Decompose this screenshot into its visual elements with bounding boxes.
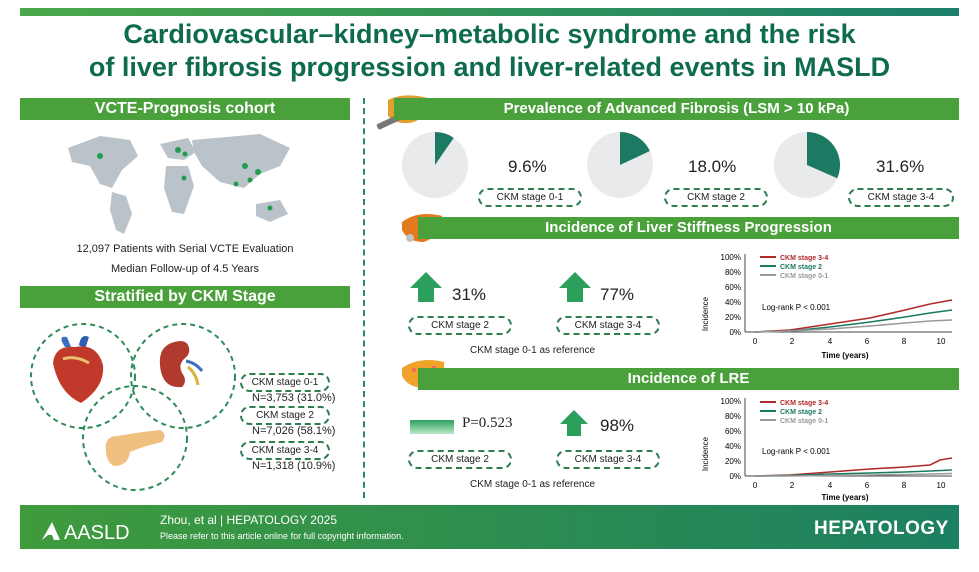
lre-xtick: 8 <box>902 481 907 490</box>
prevalence-value-3-4: 31.6% <box>876 157 925 176</box>
aasld-logo-text: AASLD <box>64 522 130 544</box>
stage-pill-2: CKM stage 2 <box>240 406 330 425</box>
up-arrow-icon <box>410 272 442 302</box>
lsp-ytick: 20% <box>725 313 741 322</box>
kidney-icon <box>159 341 204 388</box>
prevalence-label-3-4: CKM stage 3-4 <box>848 188 954 207</box>
lsp-pct-stage34: 77% <box>600 285 635 304</box>
prevalence-pie-3-4 <box>774 132 840 198</box>
lsp-xlabel: Time (years) <box>822 351 869 360</box>
copyright-note: Please refer to this article online for … <box>160 531 404 541</box>
lre-p-value: P=0.523 <box>462 415 513 431</box>
lsp-header: Incidence of Liver Stiffness Progression <box>418 217 959 239</box>
lsp-legend-34: CKM stage 3-4 <box>780 255 828 262</box>
followup-text: Median Follow-up of 4.5 Years <box>111 263 259 275</box>
lre-xtick: 0 <box>753 481 758 490</box>
lre-ytick: 80% <box>725 412 741 421</box>
lsp-xtick: 10 <box>937 337 946 346</box>
prevalence-label-0-1: CKM stage 0-1 <box>478 188 582 207</box>
lsp-ytick: 80% <box>725 268 741 277</box>
lsp-xtick: 8 <box>902 337 907 346</box>
lsp-reference-text: CKM stage 0-1 as reference <box>470 345 596 356</box>
lre-legend-34: CKM stage 3-4 <box>780 400 828 407</box>
lsp-logrank: Log-rank P < 0.001 <box>762 303 831 312</box>
citation-text: Zhou, et al | HEPATOLOGY 2025 <box>160 513 337 527</box>
patients-text: 12,097 Patients with Serial VCTE Evaluat… <box>76 243 294 255</box>
lsp-xtick: 6 <box>865 337 870 346</box>
cohort-header: VCTE-Prognosis cohort <box>20 98 350 120</box>
lre-legend-01: CKM stage 0-1 <box>780 418 828 425</box>
lre-logrank: Log-rank P < 0.001 <box>762 447 831 456</box>
lsp-ytick: 60% <box>725 283 741 292</box>
footer-bar <box>20 505 959 549</box>
top-accent-bar <box>20 8 959 16</box>
lre-label-stage34: CKM stage 3-4 <box>556 450 660 469</box>
lre-incidence-chart: Incidence 100% 80% 60% 40% 20% 0% 0 2 4 … <box>701 397 953 502</box>
panel-divider <box>363 98 365 498</box>
world-map-icon <box>68 134 290 234</box>
prevalence-wedge <box>435 132 454 165</box>
lsp-curve-01 <box>754 319 953 333</box>
prevalence-wedge <box>620 132 650 165</box>
lre-curve-01 <box>755 472 953 477</box>
lsp-label-stage2: CKM stage 2 <box>408 316 512 335</box>
lre-legend-2: CKM stage 2 <box>780 409 822 416</box>
prevalence-label-2: CKM stage 2 <box>664 188 768 207</box>
lre-ytick: 20% <box>725 457 741 466</box>
prevalence-header: Prevalence of Advanced Fibrosis (LSM > 1… <box>394 98 959 120</box>
lsp-legend-01: CKM stage 0-1 <box>780 273 828 280</box>
lsp-ytick: 0% <box>729 328 741 337</box>
lre-ytick: 100% <box>721 397 741 406</box>
lsp-label-stage34: CKM stage 3-4 <box>556 316 660 335</box>
prevalence-pie-2 <box>587 132 653 198</box>
heart-icon <box>53 336 104 403</box>
stage-pill-3-4: CKM stage 3-4 <box>240 441 330 460</box>
lre-reference-text: CKM stage 0-1 as reference <box>470 479 596 490</box>
prevalence-value-2: 18.0% <box>688 157 737 176</box>
equal-bar-icon <box>410 420 454 434</box>
lsp-legend-2: CKM stage 2 <box>780 264 822 271</box>
lsp-ylabel: Incidence <box>701 296 710 331</box>
stage-n-2: N=7,026 (58.1%) <box>252 425 336 437</box>
pancreas-icon <box>105 430 165 466</box>
title-line-1: Cardiovascular–kidney–metabolic syndrome… <box>123 19 856 49</box>
lsp-xtick: 4 <box>828 337 833 346</box>
lsp-ytick: 100% <box>721 253 741 262</box>
lsp-curve-34 <box>754 299 953 333</box>
lre-label-stage2: CKM stage 2 <box>408 450 512 469</box>
prevalence-wedge <box>807 132 840 179</box>
lsp-pct-stage2: 31% <box>452 285 487 304</box>
lre-xtick: 4 <box>828 481 833 490</box>
prevalence-pie-0-1 <box>402 132 468 198</box>
lre-xtick: 6 <box>865 481 870 490</box>
lre-xtick: 10 <box>937 481 946 490</box>
ckm-venn-diagram <box>30 323 236 491</box>
up-arrow-icon <box>559 272 591 302</box>
lre-ytick: 0% <box>729 472 741 481</box>
stratified-header: Stratified by CKM Stage <box>20 286 350 308</box>
up-arrow-icon <box>560 410 588 436</box>
lsp-xtick: 0 <box>753 337 758 346</box>
prevalence-value-0-1: 9.6% <box>508 157 547 176</box>
aasld-logo-icon <box>42 522 60 540</box>
lre-xtick: 2 <box>790 481 795 490</box>
stage-n-3-4: N=1,318 (10.9%) <box>252 460 336 472</box>
lre-ytick: 40% <box>725 442 741 451</box>
stage-n-0-1: N=3,753 (31.0%) <box>252 392 336 404</box>
journal-logo: HEPATOLOGY <box>814 518 949 539</box>
lre-header: Incidence of LRE <box>418 368 959 390</box>
lsp-incidence-chart: Incidence 100% 80% 60% 40% 20% 0% 0 2 4 … <box>701 253 953 360</box>
lre-ytick: 60% <box>725 427 741 436</box>
title-line-2: of liver fibrosis progression and liver-… <box>88 52 891 82</box>
lsp-xtick: 2 <box>790 337 795 346</box>
lsp-ytick: 40% <box>725 298 741 307</box>
lre-ylabel: Incidence <box>701 436 710 471</box>
lre-xlabel: Time (years) <box>822 493 869 502</box>
infographic-title: Cardiovascular–kidney–metabolic syndrome… <box>20 18 959 84</box>
lre-pct-stage34: 98% <box>600 416 635 435</box>
stage-pill-0-1: CKM stage 0-1 <box>240 373 330 392</box>
